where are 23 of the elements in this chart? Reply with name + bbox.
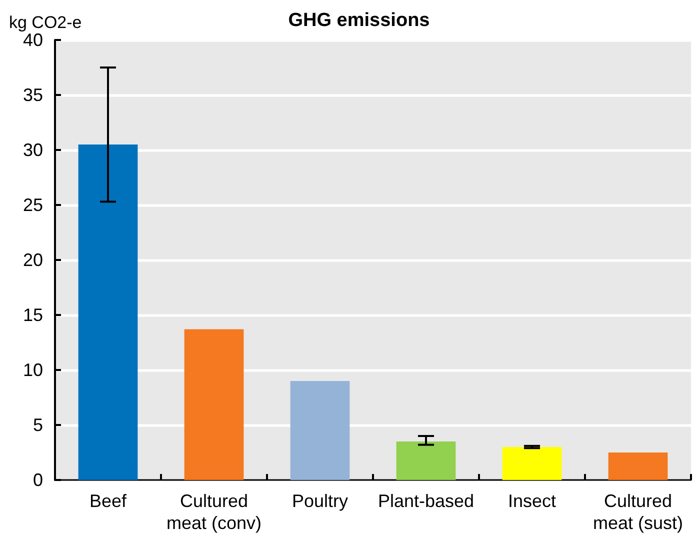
x-tick-label: Insect [508, 491, 556, 511]
y-tick-label: 40 [22, 30, 43, 50]
chart-title: GHG emissions [288, 10, 430, 31]
x-tick-label: Cultured meat (sust) [592, 491, 684, 533]
y-tick-label: 0 [32, 470, 43, 490]
y-tick-label: 20 [22, 250, 43, 270]
y-tick-label: 10 [22, 360, 43, 380]
x-tick-label: Poultry [292, 491, 348, 511]
y-tick-label: 30 [22, 140, 43, 160]
bar [608, 452, 668, 480]
bar [396, 442, 456, 480]
x-tick-label: Cultured meat (conv) [166, 491, 262, 533]
bar [290, 381, 350, 480]
bar [78, 144, 138, 480]
bar [184, 329, 244, 480]
y-axis-title: kg CO2-e [9, 13, 82, 32]
y-tick-label: 15 [22, 305, 43, 325]
y-tick-label: 35 [22, 85, 43, 105]
bar [502, 447, 562, 480]
y-tick-label: 25 [22, 195, 43, 215]
x-tick-label: Beef [89, 491, 128, 511]
y-tick-label: 5 [32, 415, 43, 435]
x-tick-label: Plant-based [378, 491, 474, 511]
